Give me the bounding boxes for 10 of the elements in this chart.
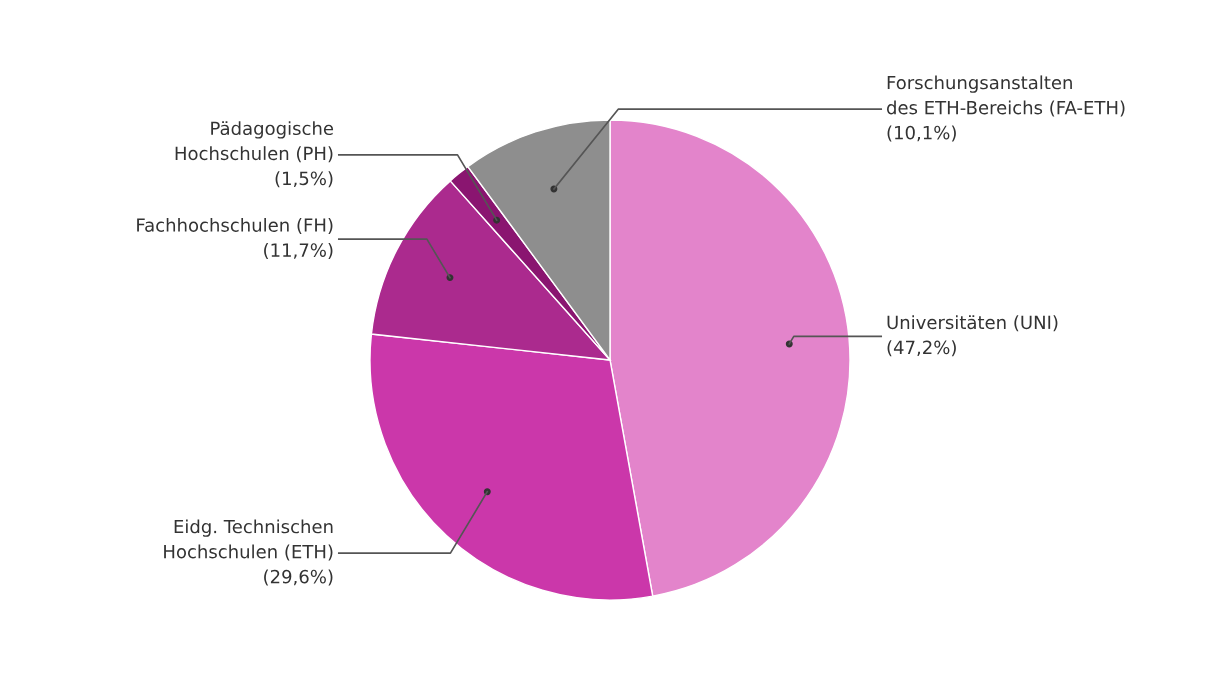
slice-label: Eidg. Technischen Hochschulen (ETH)	[164, 519, 333, 561]
data-label: (47,2%)	[887, 340, 956, 357]
data-label: (10,1%)	[887, 125, 956, 142]
data-label: (29,6%)	[264, 569, 333, 586]
data-label: (11,7%)	[264, 242, 333, 260]
slice-label: Universitäten (UNI)	[887, 315, 1058, 332]
slice-label: Fachhochschulen (FH)	[137, 217, 333, 234]
slice-label: Pädagogische Hochschulen (PH)	[175, 121, 334, 163]
data-label: (1,5%)	[275, 171, 333, 188]
slice-label: Forschungsanstalten des ETH-Bereichs (FA-ETH)	[887, 75, 1125, 117]
